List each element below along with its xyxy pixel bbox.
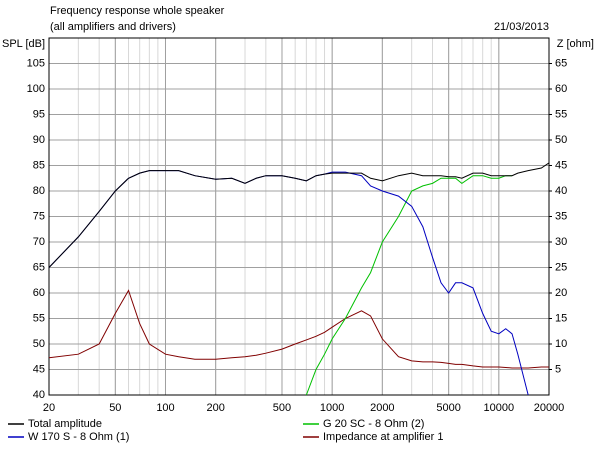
- legend-label: G 20 SC - 8 Ohm (2): [323, 418, 424, 430]
- y2-tick-label: 35: [555, 210, 567, 222]
- y2-tick-label: 40: [555, 185, 567, 197]
- y-tick-label: 50: [33, 338, 45, 350]
- y2-tick-label: 15: [555, 312, 567, 324]
- y2-tick-label: 5: [555, 363, 561, 375]
- y2-tick-label: 10: [555, 338, 567, 350]
- y-tick-label: 75: [33, 210, 45, 222]
- plot-frame: [48, 37, 550, 396]
- y-tick-label: 95: [33, 108, 45, 120]
- y2-axis-label: Z [ohm]: [557, 38, 594, 50]
- legend-label: Total amplitude: [28, 418, 102, 430]
- y-tick-label: 80: [33, 185, 45, 197]
- y2-tick-label: 25: [555, 261, 567, 273]
- y-axis-label: SPL [dB]: [2, 38, 45, 50]
- y2-tick-label: 60: [555, 83, 567, 95]
- chart-subtitle: (all amplifiers and drivers): [50, 21, 176, 33]
- y-tick-label: 100: [27, 83, 45, 95]
- series-line: [305, 175, 513, 395]
- y-tick-label: 70: [33, 236, 45, 248]
- y2-tick-label: 30: [555, 236, 567, 248]
- y-tick-label: 65: [33, 261, 45, 273]
- y2-tick-label: 55: [555, 108, 567, 120]
- legend-label: Impedance at amplifier 1: [323, 431, 443, 443]
- y-tick-label: 60: [33, 287, 45, 299]
- y-tick-label: 45: [33, 363, 45, 375]
- x-tick-label: 500: [273, 402, 291, 414]
- y2-tick-label: 20: [555, 287, 567, 299]
- x-tick-label: 20: [43, 402, 55, 414]
- x-tick-label: 5000: [436, 402, 460, 414]
- x-tick-label: 1000: [320, 402, 344, 414]
- x-tick-label: 2000: [370, 402, 394, 414]
- x-tick-label: 100: [156, 402, 174, 414]
- series-line: [49, 162, 549, 268]
- x-tick-label: 20000: [534, 402, 565, 414]
- x-tick-label: 10000: [484, 402, 515, 414]
- date: 21/03/2013: [494, 21, 549, 33]
- x-tick-label: 200: [206, 402, 224, 414]
- y2-tick-label: 65: [555, 57, 567, 69]
- y2-tick-label: 45: [555, 159, 567, 171]
- y-tick-label: 40: [33, 389, 45, 401]
- y-tick-label: 90: [33, 134, 45, 146]
- y2-tick-label: 50: [555, 134, 567, 146]
- y-tick-label: 105: [27, 57, 45, 69]
- y-tick-label: 55: [33, 312, 45, 324]
- y-tick-label: 85: [33, 159, 45, 171]
- legend-label: W 170 S - 8 Ohm (1): [28, 431, 129, 443]
- x-tick-label: 50: [109, 402, 121, 414]
- chart-title: Frequency response whole speaker: [50, 5, 225, 17]
